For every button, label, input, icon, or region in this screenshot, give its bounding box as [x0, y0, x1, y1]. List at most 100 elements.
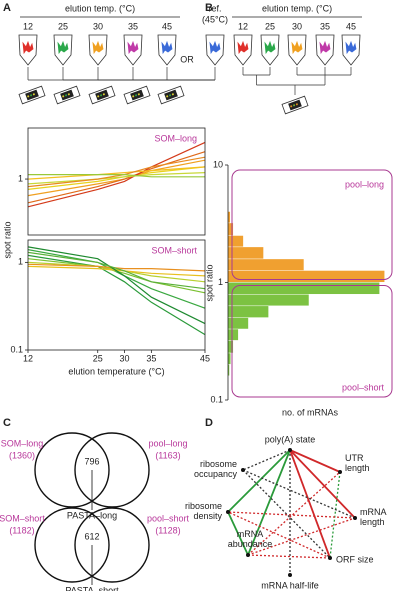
- spot: [67, 93, 70, 96]
- slide: [281, 95, 309, 115]
- temp-label: 30: [292, 21, 302, 31]
- node: [246, 553, 250, 557]
- spot: [100, 94, 103, 97]
- box: [231, 285, 393, 398]
- spot: [135, 94, 138, 97]
- x-tick-label: 30: [120, 353, 130, 363]
- edge: [247, 449, 291, 556]
- y-tick-label: 0.1: [10, 344, 23, 354]
- temp-label: 35: [320, 21, 330, 31]
- panel-label: B: [205, 2, 213, 14]
- venn-circle: [74, 432, 150, 508]
- node: [353, 516, 357, 520]
- bar: [228, 364, 230, 376]
- venn-circle: [74, 507, 150, 583]
- series-line: [27, 263, 206, 272]
- spot: [27, 95, 30, 98]
- bar: [228, 340, 234, 353]
- node-label: ORF size: [336, 554, 374, 564]
- bar: [228, 235, 244, 247]
- temp-label: 35: [128, 21, 138, 31]
- y-axis-label: spot ratio: [2, 221, 12, 258]
- venn-circle: [34, 507, 110, 583]
- spot: [102, 93, 105, 96]
- sample: [319, 40, 331, 55]
- intersection-label: PASTA–long: [67, 510, 117, 520]
- sample: [127, 40, 139, 55]
- overlap-count: 612: [84, 531, 99, 541]
- temp-label: 30: [93, 21, 103, 31]
- edge: [242, 449, 291, 471]
- sample: [57, 40, 69, 55]
- edge: [247, 554, 331, 559]
- edge: [289, 449, 341, 473]
- overlap-count: 796: [84, 456, 99, 466]
- slide: [123, 85, 151, 105]
- bar: [228, 270, 385, 282]
- edge: [227, 511, 249, 556]
- plot-frame: [27, 127, 206, 236]
- spot: [295, 103, 298, 106]
- node: [288, 448, 292, 452]
- bar: [228, 211, 231, 223]
- annotation: SOM–short: [151, 245, 197, 255]
- spot: [290, 105, 293, 108]
- bar: [228, 353, 231, 365]
- edge: [227, 449, 291, 513]
- edge: [242, 469, 356, 519]
- intersection-label: PASTA–short: [65, 585, 119, 591]
- spot: [169, 94, 172, 97]
- series-line: [28, 174, 205, 178]
- sample: [345, 40, 357, 55]
- panel-label: D: [205, 417, 213, 429]
- slide: [88, 85, 116, 105]
- panel-label: A: [3, 2, 11, 14]
- set-count: (1163): [155, 450, 180, 460]
- bar: [228, 306, 269, 318]
- x-axis-label: elution temperature (°C): [68, 366, 164, 376]
- y-tick-label: 1: [18, 173, 23, 183]
- y-tick-label: 10: [213, 159, 223, 169]
- node-label: mRNA abundance: [228, 529, 273, 549]
- slide: [157, 85, 185, 105]
- y-tick-label: 1: [18, 257, 23, 267]
- series-line: [27, 141, 206, 208]
- edge: [247, 517, 356, 556]
- or-text: OR: [180, 54, 194, 64]
- set-count: (1182): [9, 525, 34, 535]
- y-tick-label: 0.1: [210, 394, 223, 404]
- x-tick-label: 45: [200, 353, 210, 363]
- series-line: [27, 166, 206, 190]
- heading: elution temp. (°C): [262, 3, 332, 13]
- slide: [18, 85, 46, 105]
- spot: [32, 93, 35, 96]
- node: [241, 468, 245, 472]
- spot: [171, 93, 174, 96]
- sample: [92, 40, 104, 55]
- x-tick-label: 12: [23, 353, 33, 363]
- x-tick-label: 35: [146, 353, 156, 363]
- spot: [97, 95, 100, 98]
- box: [231, 169, 393, 280]
- sample: [22, 40, 34, 55]
- series-line: [27, 251, 206, 290]
- slide: [53, 85, 81, 105]
- set-label: pool–long: [148, 438, 187, 448]
- spot: [132, 95, 135, 98]
- sample: [237, 40, 249, 55]
- edge: [227, 511, 356, 519]
- venn-circle: [34, 432, 110, 508]
- edge: [227, 511, 331, 559]
- edge: [242, 469, 331, 559]
- set-label: SOM–short: [0, 513, 45, 523]
- heading: elution temp. (°C): [65, 3, 135, 13]
- ref-text: ref.: [208, 3, 221, 13]
- spot: [166, 95, 169, 98]
- temp-label: 12: [23, 21, 33, 31]
- sample: [209, 40, 221, 55]
- edge: [329, 471, 341, 559]
- set-count: (1128): [155, 525, 180, 535]
- bar: [228, 247, 264, 259]
- bar: [228, 294, 309, 306]
